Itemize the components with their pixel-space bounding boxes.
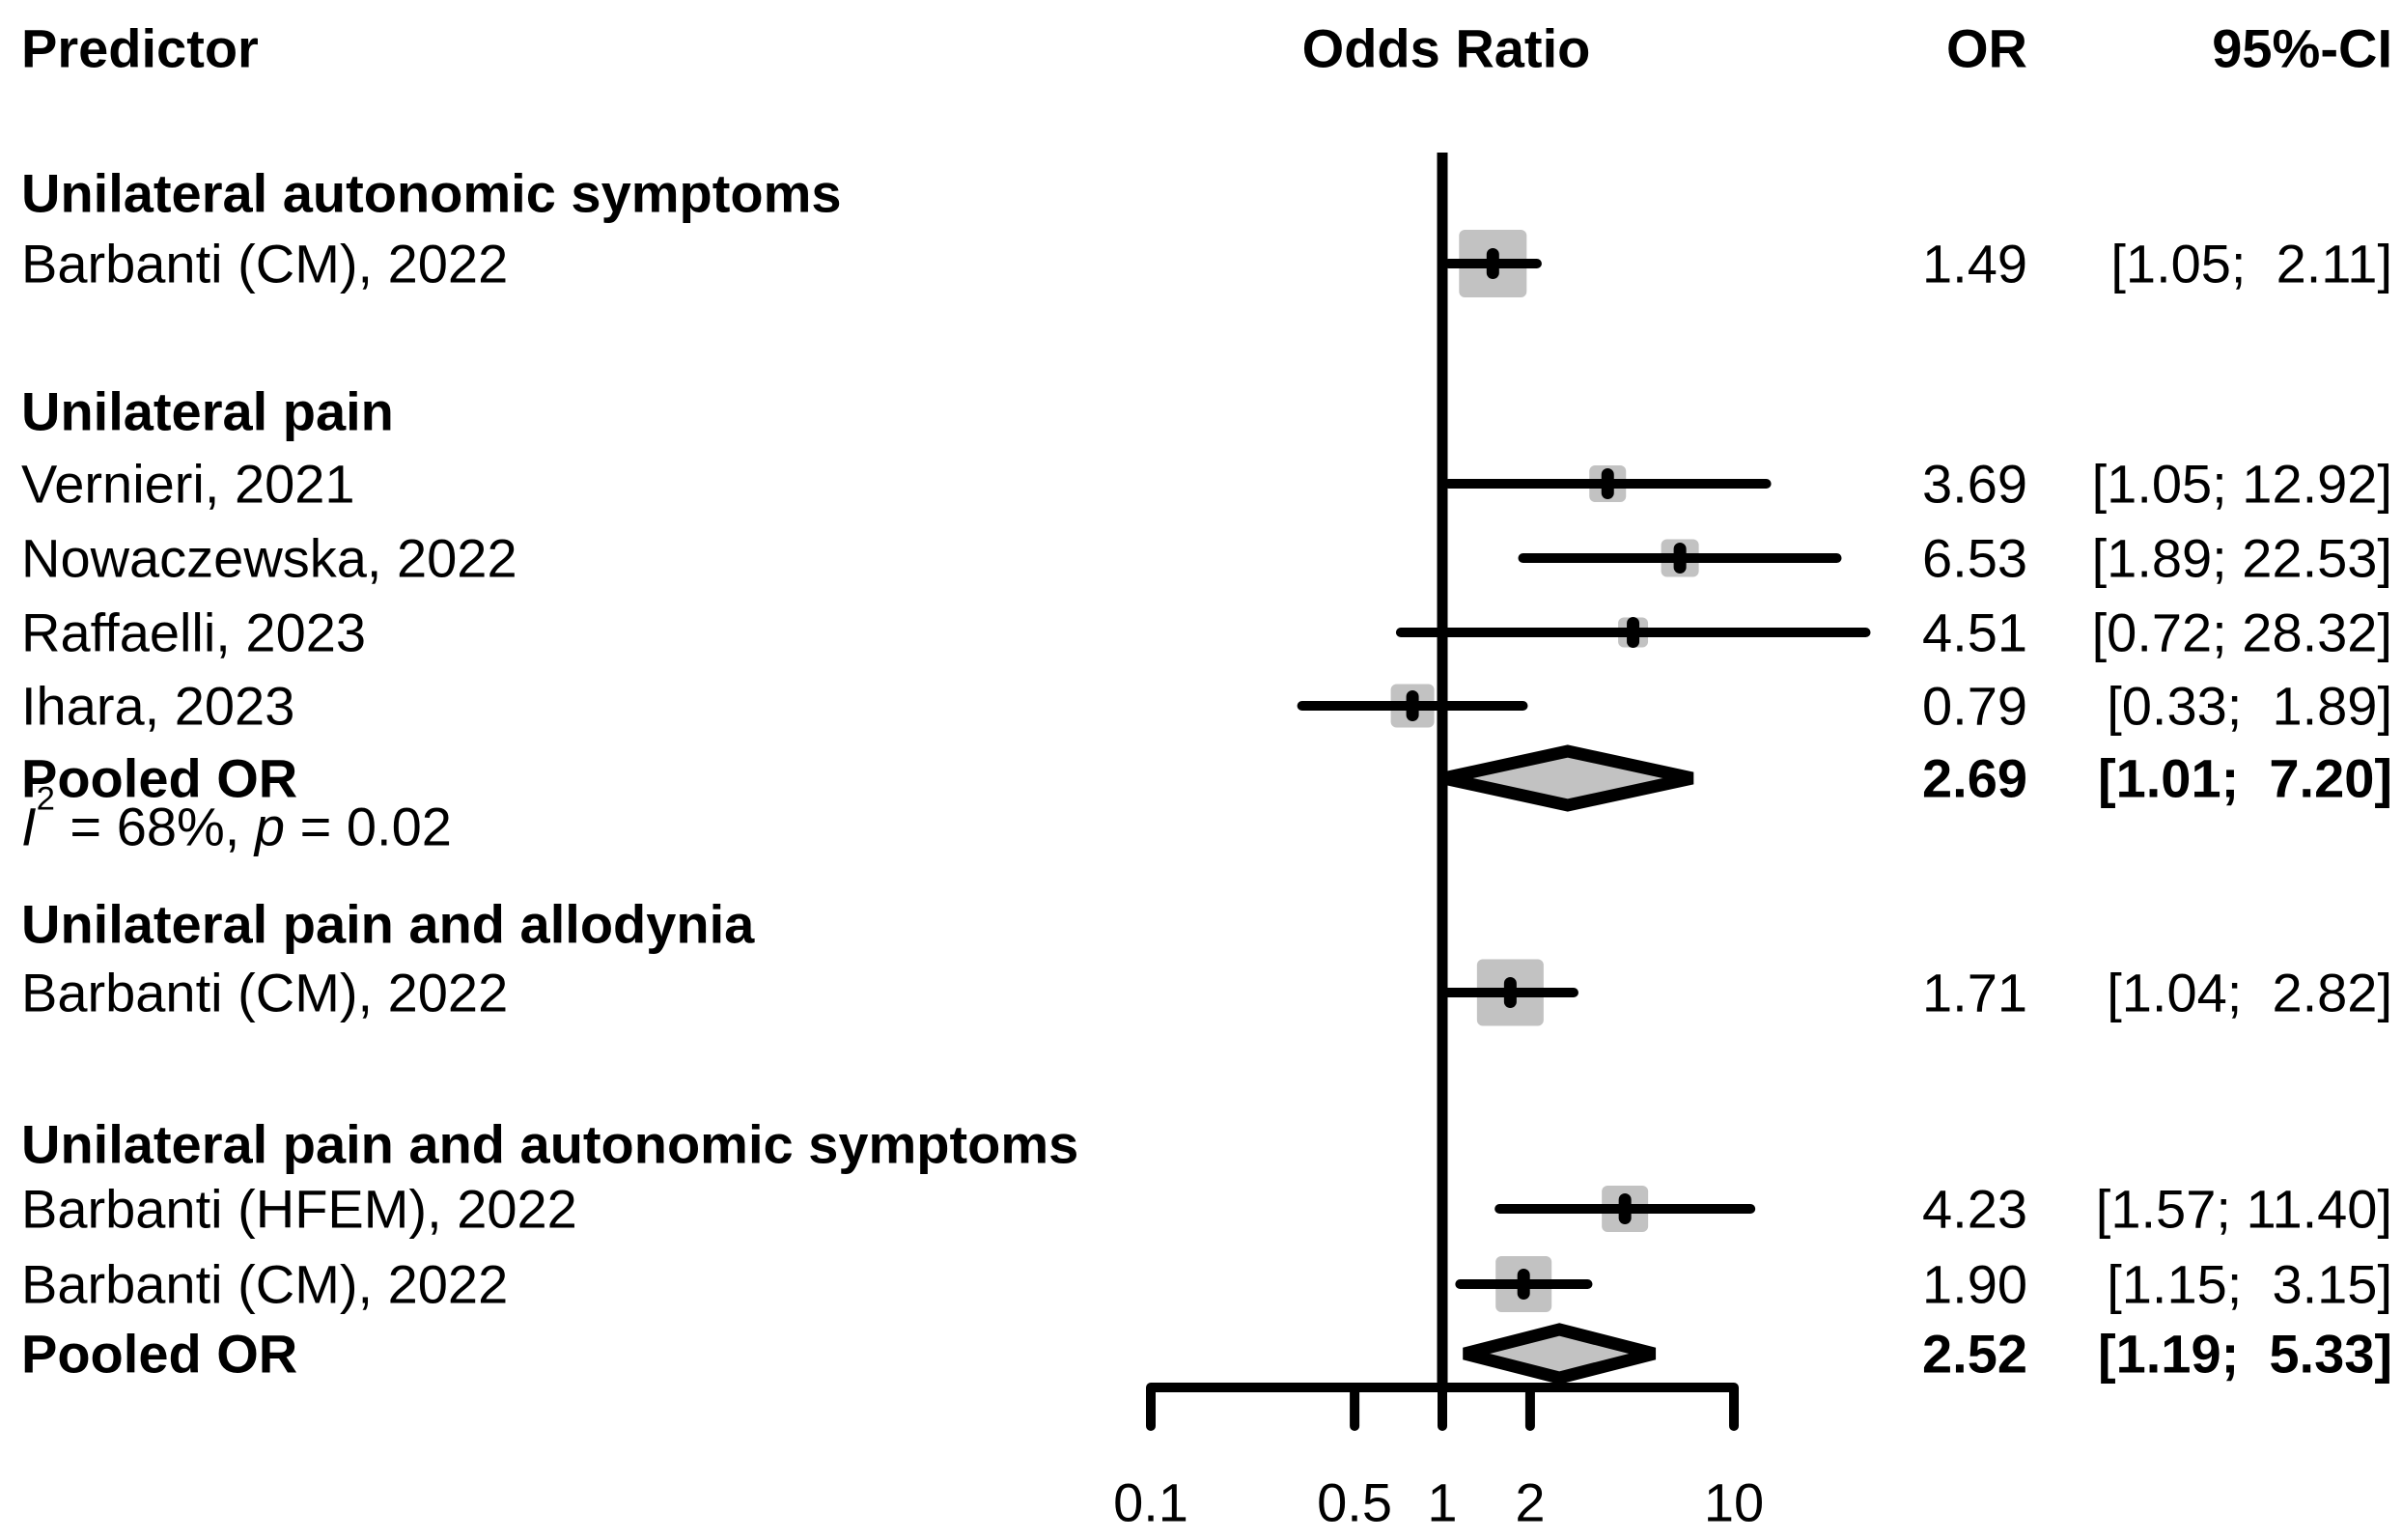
section-label: Unilateral autonomic symptoms: [21, 162, 842, 224]
column-header-predictor: Predictor: [21, 17, 259, 79]
column-header-95ci: 95%-CI: [2212, 17, 2392, 79]
ci-value: [1.04; 2.82]: [2107, 962, 2392, 1023]
pooled-label: Pooled OR: [21, 747, 298, 809]
study-label: Barbanti (CM), 2022: [21, 1253, 509, 1315]
or-value: 1.71: [1922, 962, 2027, 1023]
axis-tick-label: 1: [1427, 1471, 1458, 1533]
pooled-diamond: [1463, 1323, 1657, 1385]
column-header-or: OR: [1946, 17, 2027, 79]
point-estimate-dot: [1486, 248, 1499, 279]
pooled-ci-value: [1.19; 5.33]: [2097, 1323, 2392, 1385]
or-value: 1.90: [1922, 1253, 2027, 1315]
or-value: 3.69: [1922, 453, 2027, 515]
section-label: Unilateral pain and autonomic symptoms: [21, 1113, 1079, 1175]
or-value: 6.53: [1922, 527, 2027, 589]
point-estimate-dot: [1673, 543, 1687, 574]
or-value: 4.23: [1922, 1178, 2027, 1240]
pooled-or-value: 2.52: [1922, 1323, 2027, 1385]
ci-value: [0.72; 28.32]: [2091, 602, 2392, 663]
point-estimate-dot: [1601, 468, 1614, 499]
study-label: Ihara, 2023: [21, 675, 295, 737]
study-label: Nowaczewska, 2022: [21, 527, 517, 589]
pooled-label: Pooled OR: [21, 1323, 298, 1385]
point-estimate-dot: [1517, 1269, 1530, 1300]
ci-value: [1.05; 2.11]: [2110, 233, 2392, 294]
ci-value: [1.89; 22.53]: [2091, 527, 2392, 589]
point-estimate-dot: [1627, 617, 1640, 648]
ci-value: [1.05; 12.92]: [2091, 453, 2392, 515]
ci-value: [1.57; 11.40]: [2095, 1178, 2392, 1240]
study-label: Barbanti (HFEM), 2022: [21, 1178, 577, 1240]
study-label: Barbanti (CM), 2022: [21, 233, 509, 294]
axis-tick-label: 10: [1703, 1471, 1765, 1533]
column-header-odds-ratio: Odds Ratio: [1301, 17, 1591, 79]
point-estimate-dot: [1618, 1193, 1632, 1224]
ci-value: [1.15; 3.15]: [2107, 1253, 2392, 1315]
study-label: Vernieri, 2021: [21, 453, 355, 515]
axis-tick-label: 0.5: [1317, 1471, 1393, 1533]
point-estimate-dot: [1406, 690, 1419, 721]
section-label: Unilateral pain: [21, 380, 394, 442]
axis-tick-label: 2: [1515, 1471, 1546, 1533]
or-value: 0.79: [1922, 675, 2027, 737]
heterogeneity-note: I2 = 68%, p = 0.02: [21, 780, 452, 857]
study-label: Raffaelli, 2023: [21, 602, 366, 663]
study-label: Barbanti (CM), 2022: [21, 962, 509, 1023]
point-estimate-dot: [1503, 977, 1517, 1008]
pooled-ci-value: [1.01; 7.20]: [2097, 747, 2392, 809]
or-value: 4.51: [1922, 602, 2027, 663]
axis-tick-label: 0.1: [1113, 1471, 1188, 1533]
ci-value: [0.33; 1.89]: [2107, 675, 2392, 737]
pooled-diamond: [1441, 744, 1694, 812]
or-value: 1.49: [1922, 233, 2027, 294]
pooled-or-value: 2.69: [1922, 747, 2027, 809]
section-label: Unilateral pain and allodynia: [21, 893, 755, 955]
